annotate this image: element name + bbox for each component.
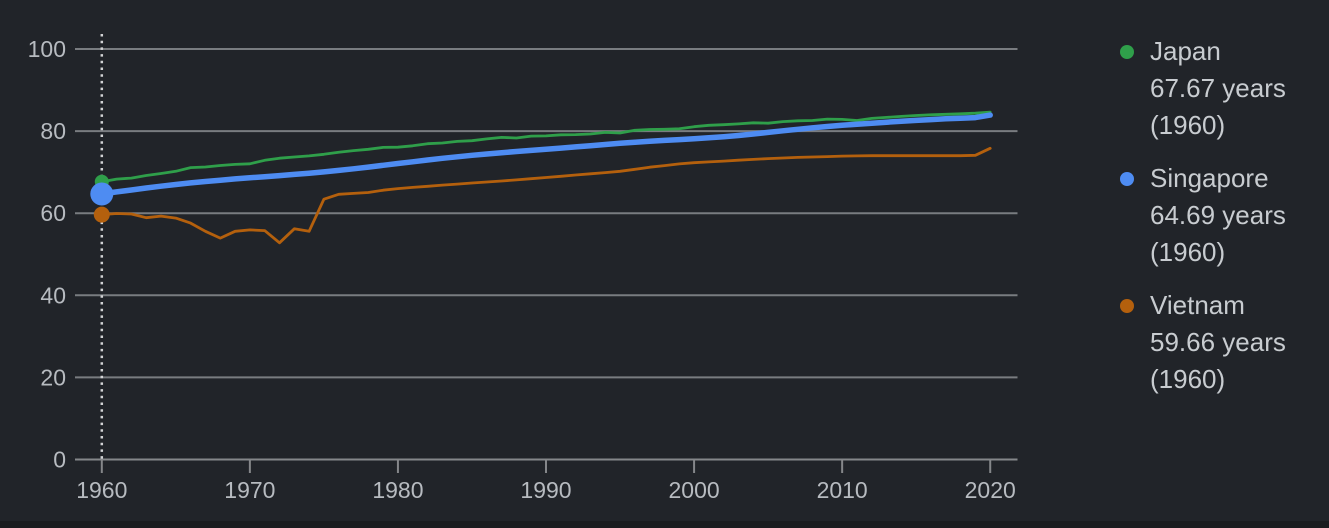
legend-bullet-icon [1120,299,1134,313]
series-marker-vietnam [93,206,110,223]
bottom-strip [0,521,1329,528]
legend-series-period: (1960) [1150,110,1226,140]
legend-item-text: Singapore 64.69 years (1960) [1150,160,1286,271]
y-axis-label: 60 [40,200,66,226]
legend-item-text: Vietnam 59.66 years (1960) [1150,287,1286,398]
legend-series-value: 64.69 years [1150,200,1286,230]
x-axis-label: 1990 [520,477,571,503]
x-axis-label: 1970 [224,477,275,503]
legend-bullet-icon [1120,172,1134,186]
legend-item-singapore[interactable]: Singapore 64.69 years (1960) [1120,160,1320,271]
x-axis-label: 1960 [76,477,127,503]
x-axis-label: 2000 [668,477,719,503]
y-axis-label: 40 [40,282,66,308]
legend-series-name: Vietnam [1150,290,1245,320]
legend-series-value: 59.66 years [1150,327,1286,357]
legend-item-japan[interactable]: Japan 67.67 years (1960) [1120,33,1320,144]
y-axis-label: 100 [28,36,66,62]
x-axis-label: 2010 [817,477,868,503]
legend-item-vietnam[interactable]: Vietnam 59.66 years (1960) [1120,287,1320,398]
series-line-singapore [99,112,993,197]
legend-item-text: Japan 67.67 years (1960) [1150,33,1286,144]
legend-series-name: Japan [1150,36,1221,66]
series-marker-singapore [90,182,114,206]
x-axis-label: 2020 [965,477,1016,503]
legend-series-value: 67.67 years [1150,73,1286,103]
x-axis-label: 1980 [372,477,423,503]
legend-series-period: (1960) [1150,237,1226,267]
y-axis-label: 0 [53,447,66,473]
y-axis-label: 80 [40,118,66,144]
legend-series-name: Singapore [1150,163,1269,193]
series-line-vietnam [100,146,992,245]
legend-series-period: (1960) [1150,364,1226,394]
chart-plot-area[interactable]: 0 20 40 60 80 100 1960 1970 1980 1990 2000 2010 2020 [0,0,1060,528]
y-axis-label: 20 [40,364,66,390]
legend: Japan 67.67 years (1960) Singapore 64.69 yea… [1120,33,1320,398]
series-line-japan [100,110,992,184]
legend-bullet-icon [1120,45,1134,59]
